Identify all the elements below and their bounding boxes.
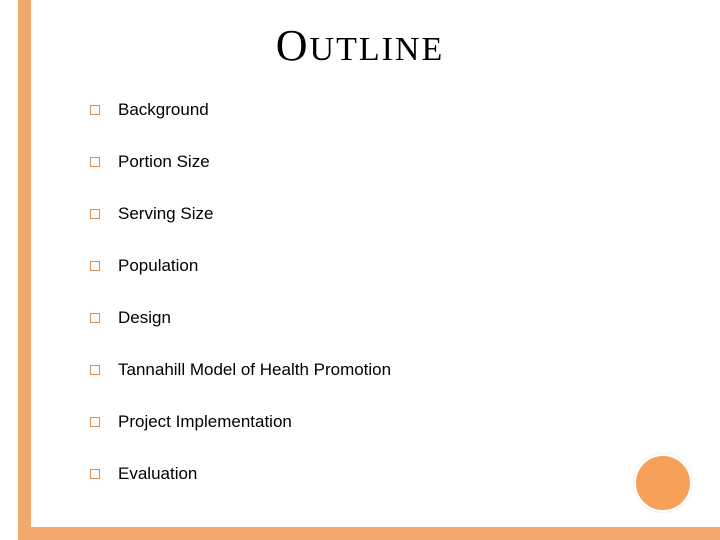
title-rest: UTLINE — [310, 31, 445, 68]
title-first-letter: O — [276, 21, 310, 70]
list-item-label: Design — [118, 308, 171, 328]
list-item: Evaluation — [90, 464, 650, 484]
list-item-label: Background — [118, 100, 209, 120]
list-item-label: Project Implementation — [118, 412, 292, 432]
list-item-label: Population — [118, 256, 198, 276]
square-bullet-icon — [90, 157, 100, 167]
list-item: Tannahill Model of Health Promotion — [90, 360, 650, 380]
square-bullet-icon — [90, 209, 100, 219]
list-item: Serving Size — [90, 204, 650, 224]
list-item: Portion Size — [90, 152, 650, 172]
list-item-label: Evaluation — [118, 464, 197, 484]
list-item: Design — [90, 308, 650, 328]
decorative-circle — [634, 454, 692, 512]
list-item: Background — [90, 100, 650, 120]
square-bullet-icon — [90, 105, 100, 115]
slide-title: OUTLINE — [0, 20, 720, 71]
list-item: Project Implementation — [90, 412, 650, 432]
square-bullet-icon — [90, 313, 100, 323]
list-item-label: Tannahill Model of Health Promotion — [118, 360, 391, 380]
list-item: Population — [90, 256, 650, 276]
square-bullet-icon — [90, 469, 100, 479]
square-bullet-icon — [90, 417, 100, 427]
list-item-label: Serving Size — [118, 204, 213, 224]
frame-left-bar — [18, 0, 31, 540]
frame-bottom-bar — [18, 527, 720, 540]
square-bullet-icon — [90, 261, 100, 271]
outline-list: Background Portion Size Serving Size Pop… — [90, 100, 650, 516]
list-item-label: Portion Size — [118, 152, 210, 172]
square-bullet-icon — [90, 365, 100, 375]
